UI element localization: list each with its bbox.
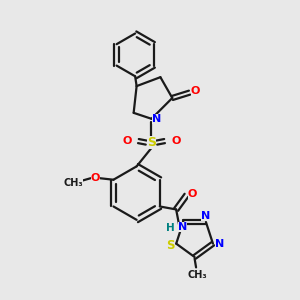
Text: N: N	[152, 114, 161, 124]
Text: CH₃: CH₃	[64, 178, 83, 188]
Text: CH₃: CH₃	[187, 270, 207, 280]
Text: S: S	[166, 238, 175, 252]
Text: N: N	[215, 239, 224, 249]
Text: S: S	[147, 136, 156, 149]
Text: O: O	[91, 173, 100, 183]
Text: O: O	[171, 136, 181, 146]
Text: N: N	[201, 211, 210, 221]
Text: O: O	[122, 136, 132, 146]
Text: O: O	[188, 189, 197, 199]
Text: O: O	[191, 86, 200, 96]
Text: N: N	[178, 222, 187, 232]
Text: H: H	[167, 224, 175, 233]
